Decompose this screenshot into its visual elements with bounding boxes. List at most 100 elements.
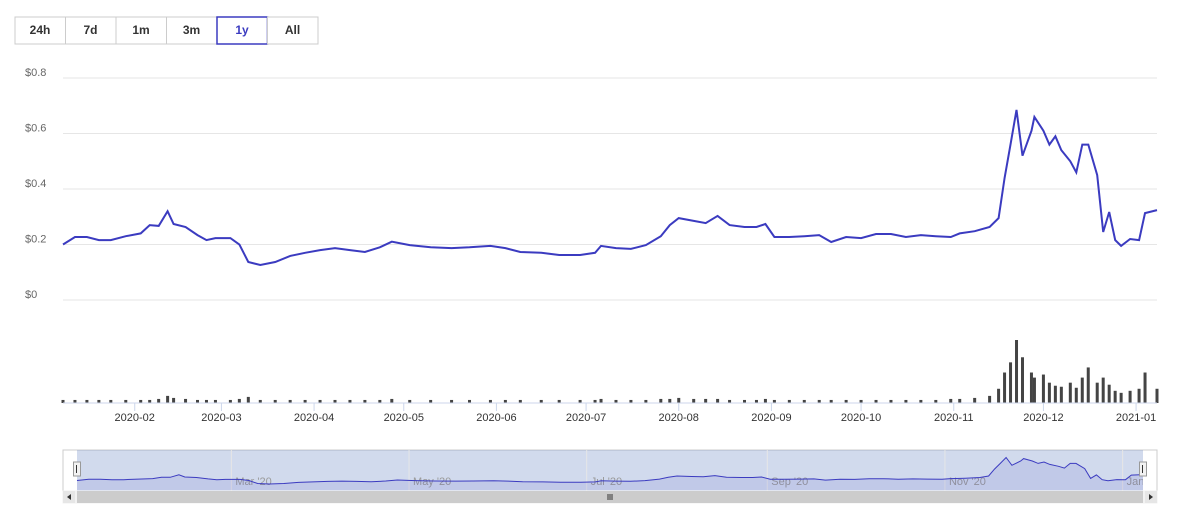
scrollbar-right-arrow	[1149, 494, 1153, 500]
volume-bar	[1095, 382, 1099, 403]
x-tick-label: 2020-04	[294, 412, 334, 424]
volume-bar	[97, 399, 101, 403]
volume-bar	[228, 399, 232, 403]
volume-bar	[204, 399, 208, 403]
volume-bar	[644, 399, 648, 403]
x-tick-label: 2021-01	[1116, 412, 1156, 424]
volume-bar	[1155, 388, 1159, 403]
volume-bar	[829, 399, 833, 403]
volume-bar	[378, 399, 382, 403]
volume-bar	[1059, 386, 1063, 403]
volume-bar	[1113, 390, 1117, 403]
volume-bar	[1047, 382, 1051, 403]
navigator-tick-label: May '20	[413, 476, 451, 488]
volume-bar	[273, 399, 277, 403]
volume-bar	[668, 398, 672, 403]
x-tick-label: 2020-11	[934, 412, 974, 424]
volume-bar	[318, 399, 322, 403]
volume-bar	[919, 399, 923, 403]
volume-bar	[73, 399, 77, 403]
volume-bar	[237, 398, 241, 403]
volume-bar	[1032, 377, 1036, 403]
navigator-line	[76, 456, 1144, 485]
volume-bar	[859, 399, 863, 403]
volume-bar	[1053, 385, 1057, 403]
range-button[interactable]	[267, 16, 319, 45]
range-button[interactable]	[115, 16, 167, 45]
volume-bar	[1041, 374, 1045, 403]
range-button-label[interactable]: 1m	[132, 23, 149, 37]
volume-bar	[1003, 372, 1007, 403]
volume-bar	[184, 398, 188, 403]
volume-bar	[614, 399, 618, 403]
volume-bar	[1107, 384, 1111, 403]
x-tick-label: 2020-06	[476, 412, 516, 424]
volume-bar	[772, 399, 776, 403]
y-tick-label: $0.4	[25, 178, 46, 190]
volume-bar	[518, 399, 522, 403]
volume-bar	[988, 395, 992, 403]
volume-bar	[787, 399, 791, 403]
volume-bar	[85, 399, 89, 403]
range-button[interactable]	[14, 16, 66, 45]
volume-bar	[288, 399, 292, 403]
volume-bar	[692, 398, 696, 403]
volume-bar	[124, 399, 128, 403]
volume-bar	[677, 397, 681, 403]
x-tick-label: 2020-07	[566, 412, 606, 424]
range-button-label[interactable]: 3m	[183, 23, 200, 37]
volume-bar	[1074, 387, 1078, 403]
scrollbar-left-arrow	[67, 494, 71, 500]
navigator-area	[77, 457, 1143, 490]
x-tick-label: 2020-08	[659, 412, 699, 424]
volume-bar	[429, 399, 433, 403]
volume-bar	[503, 399, 507, 403]
volume-bar	[1143, 372, 1147, 403]
x-tick-label: 2020-09	[751, 412, 791, 424]
range-button[interactable]	[65, 16, 117, 45]
volume-bar	[743, 399, 747, 403]
volume-bar	[1009, 362, 1013, 403]
volume-bar	[844, 399, 848, 403]
x-tick-label: 2020-03	[201, 412, 241, 424]
volume-bar	[363, 399, 367, 403]
range-button[interactable]	[216, 16, 269, 45]
volume-bar	[1137, 388, 1141, 403]
range-button-label[interactable]: 7d	[83, 23, 97, 37]
volume-bar	[246, 396, 250, 403]
volume-bar	[539, 399, 543, 403]
volume-bar	[348, 399, 352, 403]
navigator-tick-label: Jul '20	[591, 476, 622, 488]
volume-bar	[61, 399, 65, 403]
volume-bar	[166, 395, 170, 403]
volume-bar	[258, 399, 262, 403]
volume-bar	[148, 399, 152, 403]
volume-bar	[716, 398, 720, 403]
volume-bar	[488, 399, 492, 403]
volume-bar	[817, 399, 821, 403]
volume-bar	[1080, 377, 1084, 403]
range-button-label[interactable]: 1y	[235, 23, 249, 37]
range-button-label[interactable]: All	[285, 23, 300, 37]
volume-bar	[157, 398, 161, 403]
navigator-tick-label: Nov '20	[949, 476, 986, 488]
navigator-tick-label: Jan '21	[1127, 476, 1162, 488]
volume-bar	[754, 399, 758, 403]
volume-bar	[109, 399, 113, 403]
x-tick-label: 2020-12	[1023, 412, 1063, 424]
y-tick-label: $0.6	[25, 122, 46, 134]
volume-bar	[1119, 392, 1123, 403]
price-line	[62, 109, 1158, 267]
volume-bar	[599, 398, 603, 403]
volume-bar	[408, 399, 412, 403]
volume-bar	[196, 399, 200, 403]
range-button-label[interactable]: 24h	[30, 23, 51, 37]
volume-bar	[1086, 367, 1090, 403]
volume-bar	[629, 399, 633, 403]
volume-bar	[390, 398, 394, 403]
volume-bar	[802, 399, 806, 403]
volume-bar	[557, 399, 561, 403]
volume-bar	[593, 399, 597, 403]
volume-bar	[704, 398, 708, 403]
